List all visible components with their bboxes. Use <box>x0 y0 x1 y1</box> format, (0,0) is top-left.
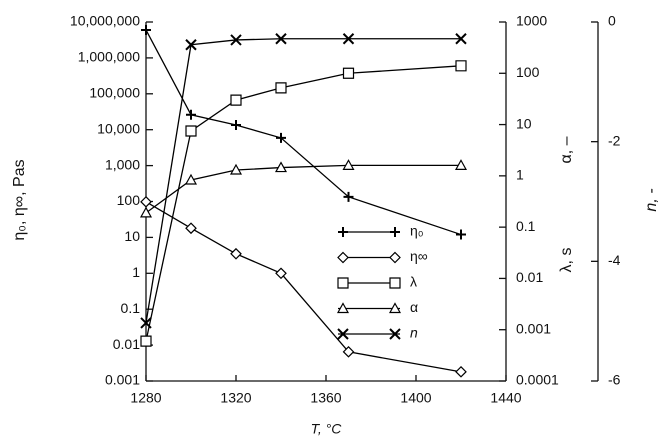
data-point <box>231 120 241 131</box>
x-tick-label: 1320 <box>220 390 251 406</box>
data-point <box>455 60 467 72</box>
legend-marker <box>338 227 348 237</box>
data-point <box>455 365 467 378</box>
y3-tick-label: -4 <box>608 252 621 268</box>
y-tick-label: 100 <box>117 192 141 208</box>
y2-tick-label: 0.0001 <box>516 372 559 388</box>
x-tick-label: 1400 <box>400 390 431 406</box>
y3-tick-label: 0 <box>608 13 616 29</box>
y3-tick-label: -6 <box>608 372 621 388</box>
data-point <box>274 161 288 173</box>
y-tick-label: 10 <box>124 228 140 244</box>
legend-marker <box>337 328 349 340</box>
legend-marker <box>337 251 349 264</box>
y-tick-label: 1,000 <box>105 156 140 172</box>
data-point <box>275 33 287 45</box>
series-line <box>145 164 461 214</box>
data-point <box>455 33 467 45</box>
data-point <box>343 191 354 202</box>
data-point <box>140 317 152 329</box>
data-point <box>140 335 152 347</box>
y-axis-label: η₀, η∞, Pas <box>11 159 28 240</box>
legend-label: η∞ <box>410 248 428 264</box>
y-tick-label: 10,000,000 <box>70 13 140 29</box>
legend-marker <box>389 328 401 340</box>
data-point <box>184 173 198 185</box>
data-point <box>342 33 355 45</box>
legend-label: η₀ <box>410 223 424 239</box>
data-point <box>275 82 287 94</box>
legend-marker <box>388 302 402 314</box>
data-point <box>342 345 355 358</box>
y2-tick-label: 0.01 <box>516 269 543 285</box>
data-point <box>229 163 243 175</box>
y-tick-label: 1 <box>132 264 140 280</box>
data-point <box>342 67 355 79</box>
x-tick-label: 1360 <box>310 390 341 406</box>
data-point <box>185 222 197 235</box>
y-tick-label: 100,000 <box>89 85 140 101</box>
data-point <box>230 94 242 106</box>
legend-label: n <box>410 325 418 341</box>
legend-label: λ <box>410 274 417 290</box>
series-line <box>145 65 462 342</box>
series-line <box>145 29 462 236</box>
y2-tick-label: 1000 <box>516 13 547 29</box>
series-line <box>145 201 462 373</box>
legend-marker <box>389 251 401 264</box>
y2-axis-label: α, – <box>558 136 575 163</box>
data-point <box>230 34 242 46</box>
data-point <box>140 195 152 208</box>
data-point <box>276 132 286 143</box>
x-tick-label: 1440 <box>490 390 521 406</box>
y3-axis-label: n, - <box>643 188 660 211</box>
y2-tick-label: 10 <box>516 115 532 131</box>
y-tick-label: 0.001 <box>105 372 140 388</box>
data-point <box>342 159 355 170</box>
data-point <box>230 247 242 260</box>
data-point <box>186 109 196 120</box>
y2-tick-label: 100 <box>516 64 540 80</box>
y-tick-label: 0.1 <box>121 300 141 316</box>
data-point <box>275 267 287 280</box>
legend-marker <box>389 277 401 289</box>
y-tick-label: 0.01 <box>113 336 140 352</box>
data-point <box>185 39 197 51</box>
data-point <box>454 159 468 170</box>
data-point <box>456 229 466 240</box>
y-tick-label: 1,000,000 <box>78 49 140 65</box>
y2-tick-label: 0.001 <box>516 320 551 336</box>
data-point <box>141 24 151 35</box>
data-point <box>185 125 197 137</box>
series-line <box>145 38 461 324</box>
legend-label: α <box>410 299 418 315</box>
data-point <box>139 206 153 218</box>
legend-marker <box>337 277 349 289</box>
y-tick-label: 10,000 <box>97 120 140 136</box>
x-tick-label: 1280 <box>130 390 161 406</box>
legend-marker <box>390 227 400 237</box>
legend-marker <box>336 302 350 314</box>
y2-axis-label: λ, s <box>558 248 575 273</box>
x-axis-label: T, °C <box>311 421 343 437</box>
y3-tick-label: -2 <box>608 132 621 148</box>
y2-tick-label: 0.1 <box>516 218 536 234</box>
y2-tick-label: 1 <box>516 167 524 183</box>
